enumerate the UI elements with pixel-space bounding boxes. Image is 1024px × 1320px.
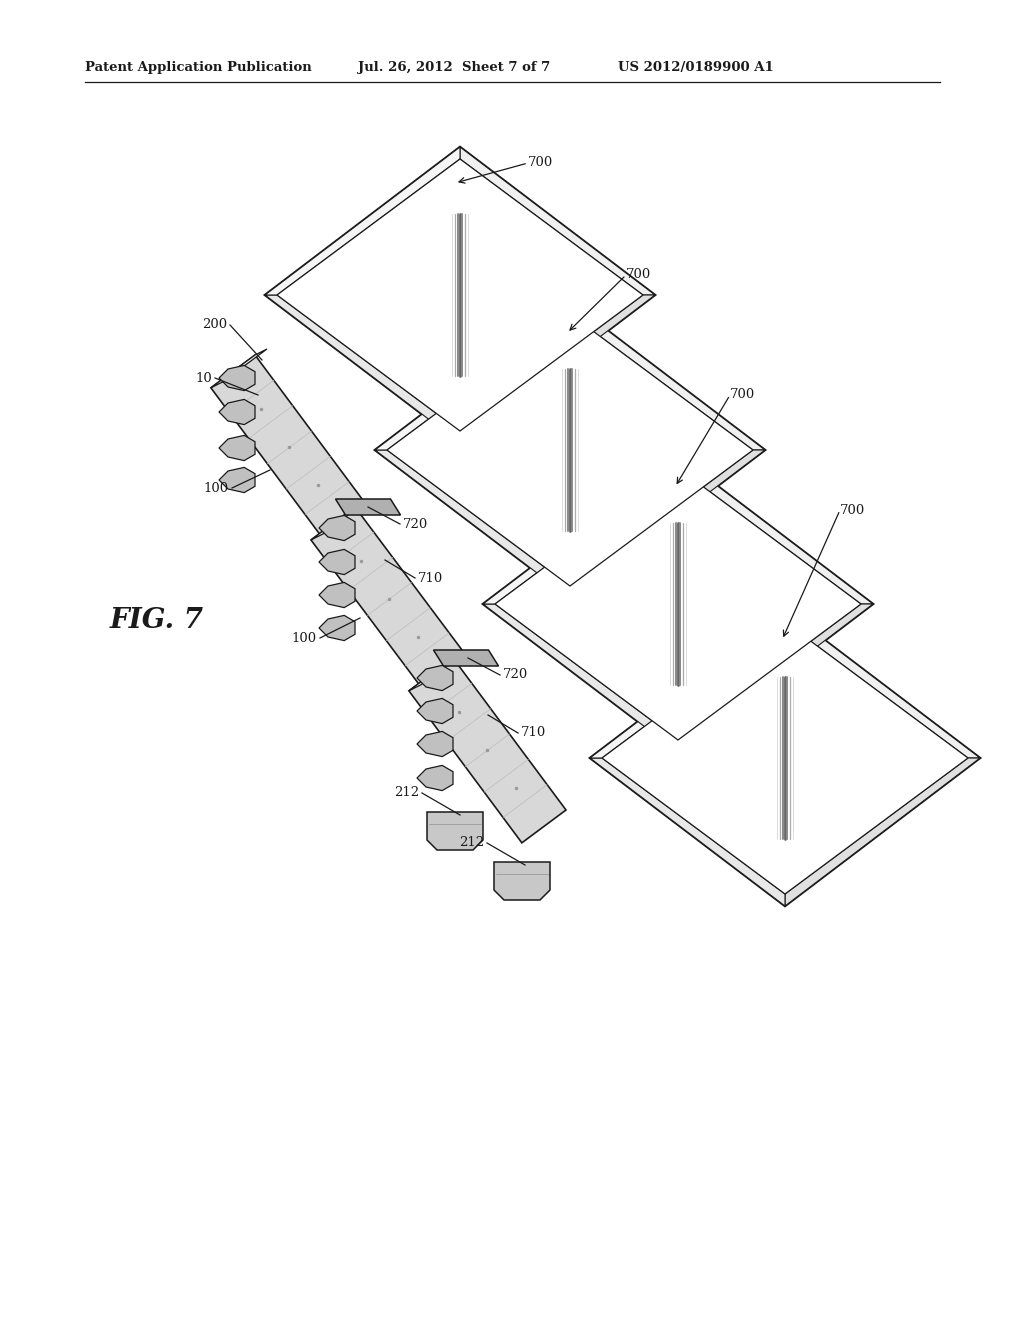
Polygon shape — [417, 698, 453, 723]
Polygon shape — [265, 294, 460, 444]
Polygon shape — [678, 605, 873, 752]
Polygon shape — [265, 147, 655, 444]
Polygon shape — [265, 147, 460, 294]
Polygon shape — [494, 862, 550, 900]
Polygon shape — [319, 549, 355, 574]
Text: 720: 720 — [403, 517, 428, 531]
Polygon shape — [460, 147, 655, 294]
Polygon shape — [785, 610, 980, 758]
Text: 100: 100 — [292, 631, 317, 644]
Polygon shape — [417, 731, 453, 756]
Polygon shape — [678, 455, 873, 605]
Text: 700: 700 — [626, 268, 651, 281]
Text: Jul. 26, 2012  Sheet 7 of 7: Jul. 26, 2012 Sheet 7 of 7 — [358, 62, 550, 74]
Text: 10: 10 — [196, 371, 212, 384]
Text: 212: 212 — [394, 787, 419, 800]
Text: 200: 200 — [202, 318, 227, 331]
Polygon shape — [590, 610, 980, 906]
Polygon shape — [311, 507, 468, 690]
Polygon shape — [319, 582, 355, 607]
Polygon shape — [483, 605, 678, 752]
Polygon shape — [311, 502, 367, 540]
Polygon shape — [570, 302, 765, 450]
Polygon shape — [319, 515, 355, 541]
Polygon shape — [590, 610, 785, 758]
Text: FIG. 7: FIG. 7 — [110, 606, 204, 634]
Polygon shape — [375, 302, 570, 450]
Text: 100: 100 — [204, 482, 229, 495]
Text: 212: 212 — [459, 837, 484, 850]
Polygon shape — [336, 499, 400, 515]
Polygon shape — [278, 158, 643, 432]
Polygon shape — [417, 665, 453, 690]
Polygon shape — [785, 758, 980, 906]
Text: Patent Application Publication: Patent Application Publication — [85, 62, 311, 74]
Polygon shape — [433, 649, 499, 667]
Text: 710: 710 — [521, 726, 546, 739]
Polygon shape — [219, 366, 255, 391]
Polygon shape — [483, 455, 678, 605]
Polygon shape — [427, 812, 483, 850]
Text: 720: 720 — [503, 668, 528, 681]
Polygon shape — [375, 302, 765, 598]
Polygon shape — [460, 294, 655, 444]
Polygon shape — [495, 469, 861, 741]
Text: 700: 700 — [840, 503, 865, 516]
Polygon shape — [409, 657, 566, 842]
Polygon shape — [219, 436, 255, 461]
Polygon shape — [211, 348, 267, 388]
Polygon shape — [417, 766, 453, 791]
Polygon shape — [219, 467, 255, 492]
Polygon shape — [375, 450, 570, 598]
Text: 700: 700 — [730, 388, 756, 401]
Polygon shape — [570, 450, 765, 598]
Text: 700: 700 — [528, 157, 553, 169]
Text: 710: 710 — [418, 572, 443, 585]
Polygon shape — [602, 622, 968, 894]
Polygon shape — [409, 652, 465, 690]
Polygon shape — [219, 400, 255, 425]
Polygon shape — [319, 615, 355, 640]
Polygon shape — [590, 758, 785, 906]
Polygon shape — [483, 455, 873, 752]
Polygon shape — [211, 355, 368, 540]
Text: US 2012/0189900 A1: US 2012/0189900 A1 — [618, 62, 774, 74]
Polygon shape — [387, 314, 753, 586]
